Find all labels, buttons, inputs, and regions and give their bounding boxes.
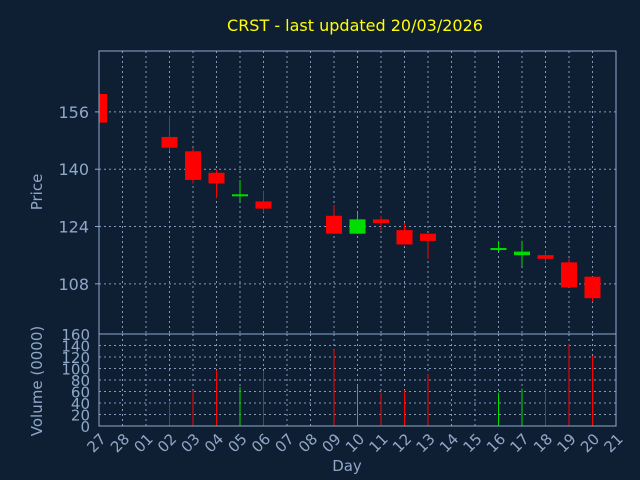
candle — [208, 169, 225, 198]
candle-body — [584, 276, 601, 299]
candle-body — [373, 219, 389, 223]
volume-axis-label: Volume (0000) — [28, 326, 46, 436]
candle-body — [396, 230, 413, 245]
candle-body — [326, 215, 342, 234]
x-axis-label: Day — [332, 457, 362, 475]
volume-tick-label: 140 — [61, 338, 90, 356]
price-candles — [98, 93, 601, 302]
price-axis-label: Price — [28, 174, 46, 211]
price-axis: 108 124 140 156 — [58, 103, 99, 294]
candle-body — [561, 262, 577, 288]
candle-body — [99, 93, 107, 123]
candle-body — [255, 201, 272, 209]
volume-panel-frame — [98, 333, 617, 427]
candle-body — [490, 248, 507, 251]
price-tick-label: 124 — [58, 218, 89, 237]
candle — [584, 276, 601, 302]
candle — [561, 258, 577, 288]
price-tick-label: 156 — [58, 103, 89, 122]
candle — [349, 212, 366, 234]
volume-tick-label: 120 — [61, 349, 90, 367]
candle-body — [185, 151, 201, 180]
candle-body — [537, 255, 554, 259]
candle — [185, 147, 201, 184]
price-tick-label: 140 — [58, 160, 89, 179]
candle — [255, 190, 272, 213]
candle — [490, 240, 507, 252]
candle-body — [232, 194, 248, 197]
candle — [98, 93, 107, 127]
volume-tick-label: 100 — [61, 361, 90, 379]
chart-title: CRST - last updated 20/03/2026 — [227, 16, 483, 35]
volume-bars — [169, 343, 593, 426]
volume-tick-label: 40 — [71, 395, 90, 413]
volume-tick-label: 160 — [61, 326, 90, 344]
candle — [420, 233, 436, 259]
candle-body — [349, 219, 366, 234]
candle — [373, 215, 389, 231]
candle-body — [514, 251, 530, 256]
price-tick-label: 108 — [58, 275, 89, 294]
candle — [396, 222, 413, 245]
candle-body — [420, 233, 436, 241]
volume-tick-label: 0 — [80, 418, 90, 436]
x-axis: 2728010203040506070809101112131415161718… — [84, 430, 627, 456]
candle-body — [208, 172, 225, 184]
volume-tick-label: 20 — [71, 407, 90, 425]
candle — [161, 115, 178, 152]
candle — [326, 205, 342, 234]
candle — [232, 179, 248, 202]
candle — [537, 251, 554, 263]
candle-body — [161, 136, 178, 148]
volume-tick-label: 60 — [71, 384, 90, 402]
volume-tick-label: 80 — [71, 372, 90, 390]
candle — [514, 240, 530, 266]
